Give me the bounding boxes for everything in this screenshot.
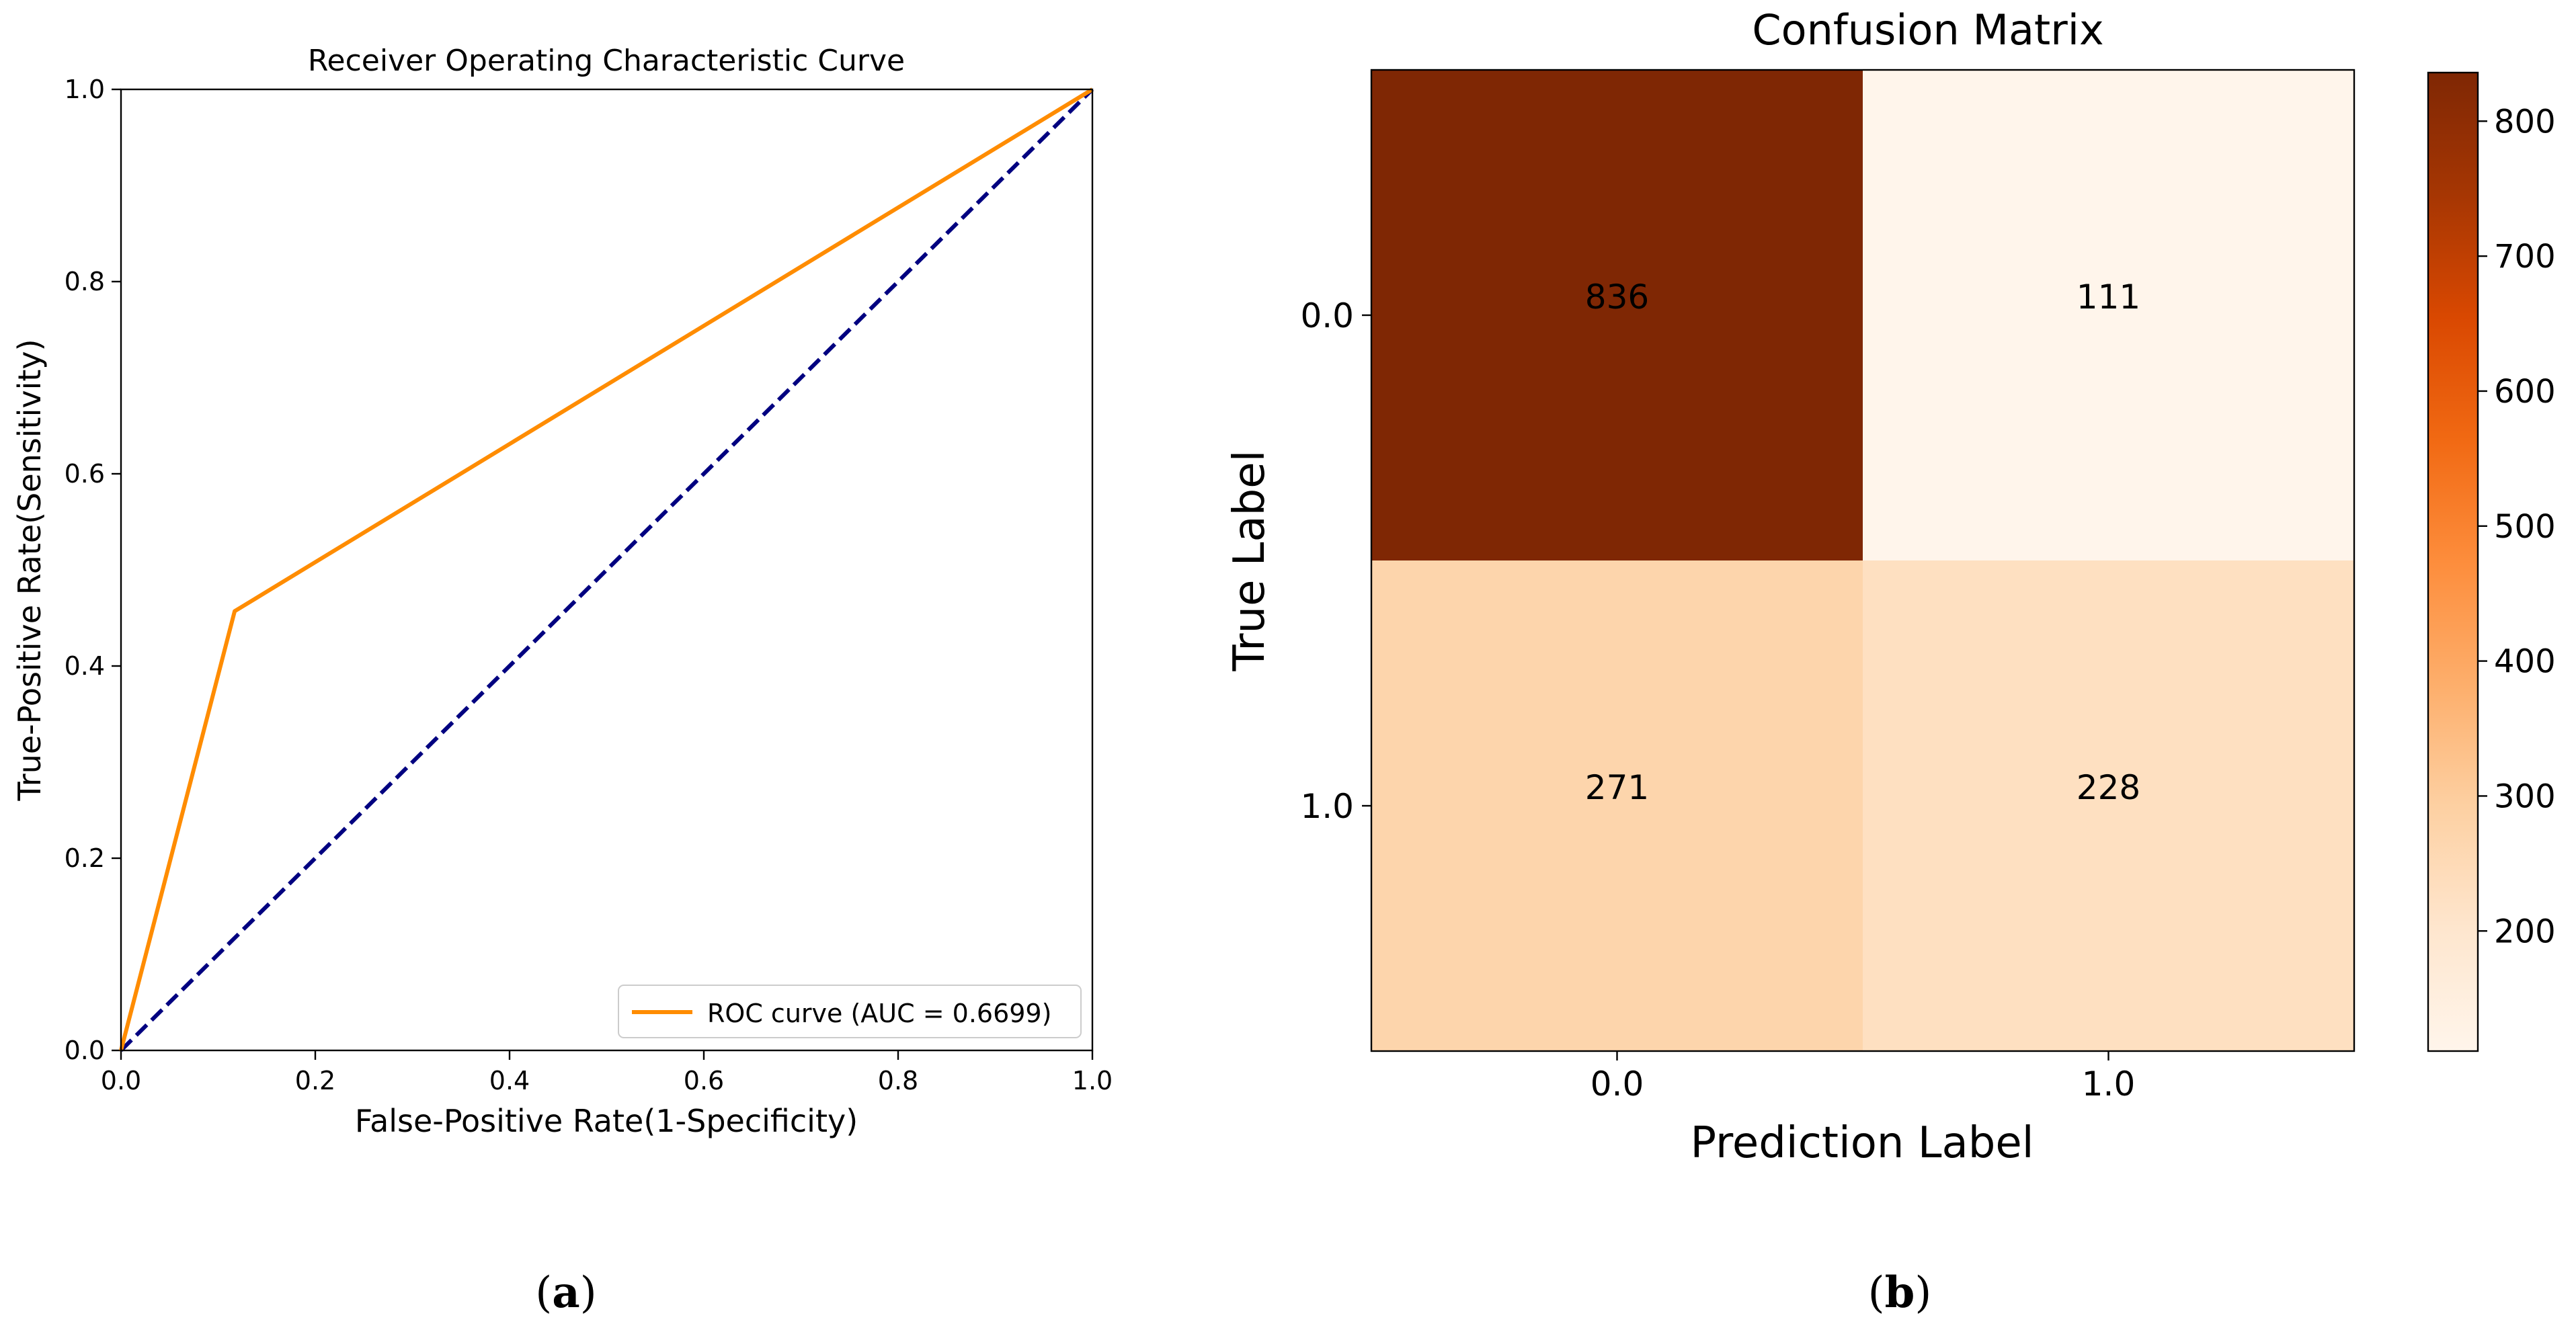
panel-label-b-letter: b <box>1885 1267 1915 1318</box>
cm-x-label: Prediction Label <box>1691 1118 2034 1168</box>
cm-x-tick-label: 1.0 <box>2082 1065 2136 1104</box>
cm-y-label: True Label <box>1225 450 1275 672</box>
roc-x-tick-label: 1.0 <box>1072 1066 1113 1095</box>
roc-chance-line <box>119 87 1094 1052</box>
cm-y-tick-label: 1.0 <box>1300 787 1354 826</box>
roc-legend-box <box>618 985 1082 1038</box>
cm-cell-value: 271 <box>1585 768 1649 807</box>
cm-colorbar-tick-label: 600 <box>2494 373 2556 411</box>
cm-cell <box>1863 70 2355 561</box>
cm-x-tick-label: 0.0 <box>1591 1065 1644 1104</box>
cm-colorbar-tick-label: 700 <box>2494 238 2556 276</box>
roc-y-ticks: 0.0 0.2 0.4 0.6 0.8 1.0 <box>65 75 121 1065</box>
panel-label-a-letter: a <box>552 1267 579 1318</box>
cm-cells: 836 111 271 228 <box>1371 70 2355 1052</box>
cm-x-ticks: 0.0 1.0 <box>1591 1051 2136 1104</box>
cm-cell <box>1371 70 1863 561</box>
confusion-panel: Confusion Matrix 836 111 271 228 0.0 1.0 0.0… <box>1225 5 2556 1318</box>
roc-axes: 0.0 0.2 0.4 0.6 0.8 1.0 0.0 0.2 0.4 0.6 0.8 1.0 <box>65 75 1113 1095</box>
cm-frame <box>1370 69 2356 1052</box>
cm-cell-value: 836 <box>1585 278 1649 317</box>
roc-x-tick-label: 0.8 <box>878 1066 918 1095</box>
roc-x-label: False-Positive Rate(1-Specificity) <box>355 1103 858 1139</box>
panel-label-b: (b) <box>1868 1267 1932 1318</box>
cm-y-ticks: 0.0 1.0 <box>1300 296 1371 826</box>
cm-y-tick-label: 0.0 <box>1300 296 1354 335</box>
roc-x-tick-label: 0.2 <box>295 1066 335 1095</box>
cm-cell <box>1863 560 2355 1052</box>
roc-y-tick-label: 0.4 <box>65 651 105 681</box>
roc-title: Receiver Operating Characteristic Curve <box>308 44 905 78</box>
cm-colorbar-ticks: 200 300 400 500 600 700 800 <box>2478 103 2556 950</box>
cm-colorbar-tick-label: 300 <box>2494 778 2556 815</box>
roc-y-tick-label: 1.0 <box>65 75 105 104</box>
cm-cell-value: 228 <box>2077 768 2140 807</box>
roc-y-label: True-Positive Rate(Sensitivity) <box>11 339 48 801</box>
roc-x-tick-label: 0.6 <box>684 1066 724 1095</box>
roc-x-tick-label: 0.4 <box>489 1066 530 1095</box>
roc-panel: Receiver Operating Characteristic Curve … <box>11 44 1113 1318</box>
roc-y-tick-label: 0.8 <box>65 267 105 296</box>
cm-cell <box>1371 560 1863 1052</box>
cm-colorbar-tick-label: 800 <box>2494 103 2556 140</box>
cm-colorbar: 200 300 400 500 600 700 800 <box>2427 71 2556 1052</box>
cm-colorbar-tick-label: 500 <box>2494 508 2556 546</box>
cm-title: Confusion Matrix <box>1752 5 2103 54</box>
cm-colorbar-tick-label: 200 <box>2494 913 2556 950</box>
roc-x-tick-label: 0.0 <box>101 1066 141 1095</box>
roc-y-tick-label: 0.6 <box>65 459 105 489</box>
roc-lines <box>119 87 1094 1052</box>
cm-colorbar-gradient <box>2427 71 2479 1052</box>
cm-colorbar-tick-label: 400 <box>2494 643 2556 681</box>
roc-y-tick-label: 0.2 <box>65 843 105 873</box>
roc-curve-line <box>119 87 1094 1051</box>
panel-label-a: (a) <box>535 1267 596 1318</box>
cm-cell-value: 111 <box>2077 278 2140 317</box>
roc-x-ticks: 0.0 0.2 0.4 0.6 0.8 1.0 <box>101 1050 1113 1095</box>
roc-legend: ROC curve (AUC = 0.6699) <box>618 985 1082 1038</box>
roc-y-tick-label: 0.0 <box>65 1036 105 1065</box>
roc-plot-frame <box>120 88 1094 1052</box>
roc-legend-label: ROC curve (AUC = 0.6699) <box>707 999 1051 1028</box>
